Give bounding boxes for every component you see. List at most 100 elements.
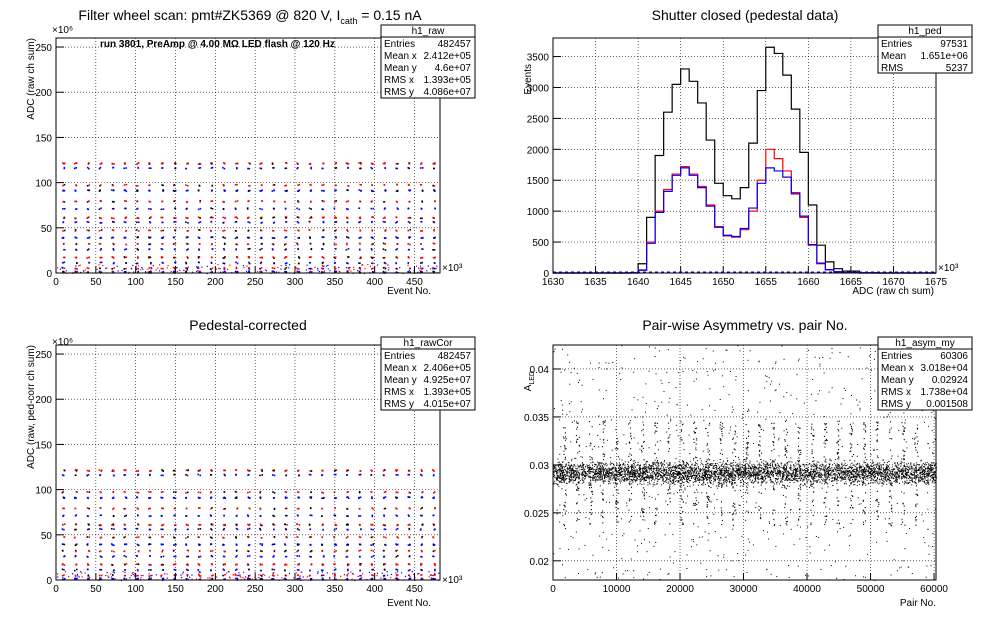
data-point — [864, 476, 866, 478]
data-point — [137, 536, 140, 538]
data-point — [334, 200, 336, 203]
data-point — [601, 466, 603, 468]
data-point — [383, 507, 386, 510]
data-point — [273, 262, 275, 265]
data-point — [898, 475, 900, 477]
data-point — [688, 476, 690, 478]
data-point — [874, 473, 876, 475]
data-point — [155, 574, 157, 576]
x-tick-label: 350 — [326, 277, 343, 288]
data-point — [432, 574, 435, 577]
data-point — [799, 480, 801, 482]
data-point — [356, 270, 359, 272]
data-point — [162, 579, 164, 582]
data-point — [384, 496, 387, 498]
data-point — [863, 479, 865, 481]
data-point — [574, 476, 576, 478]
data-point — [610, 473, 612, 475]
data-point — [614, 467, 616, 469]
data-point — [260, 569, 262, 572]
data-point — [395, 200, 398, 203]
data-point — [334, 247, 337, 250]
data-point — [222, 563, 225, 566]
data-point — [160, 556, 163, 558]
data-point — [285, 271, 288, 273]
data-point — [62, 236, 65, 239]
data-point — [210, 578, 213, 581]
data-point — [67, 576, 70, 578]
panel-pedestal-plot: 1630 1635 1640 1645 1650 1655 1660 1665 1670 1675… — [527, 37, 948, 288]
data-point — [420, 207, 423, 210]
data-point — [730, 481, 732, 483]
data-point — [228, 576, 231, 578]
data-point — [248, 527, 251, 530]
data-point — [100, 256, 103, 259]
data-point — [82, 270, 85, 272]
data-point — [865, 469, 867, 471]
data-point — [635, 469, 637, 471]
data-point — [376, 572, 379, 574]
data-point — [62, 496, 65, 499]
data-point — [121, 269, 123, 272]
data-point — [616, 475, 618, 477]
data-point — [675, 475, 677, 477]
data-point — [186, 555, 188, 558]
data-point — [123, 574, 126, 577]
data-point — [629, 471, 631, 473]
data-point — [209, 473, 212, 476]
data-point — [788, 471, 790, 473]
data-point — [376, 264, 379, 266]
data-point — [710, 480, 712, 482]
data-point — [421, 524, 423, 526]
data-point — [125, 207, 127, 210]
data-point — [813, 481, 815, 483]
data-point — [592, 469, 594, 471]
data-point — [416, 573, 419, 575]
data-point — [258, 577, 260, 579]
data-point — [99, 524, 102, 526]
data-point — [88, 200, 90, 202]
data-point — [766, 467, 768, 469]
data-point — [933, 478, 935, 480]
data-point — [577, 471, 579, 473]
data-point — [683, 482, 685, 484]
data-point — [136, 536, 138, 539]
data-point — [384, 507, 387, 510]
data-point — [387, 269, 390, 271]
data-point — [400, 572, 403, 574]
data-point — [687, 474, 689, 476]
data-point — [160, 507, 163, 509]
data-point — [327, 268, 329, 270]
data-point — [148, 536, 150, 539]
data-point — [563, 481, 565, 483]
data-point — [813, 474, 815, 476]
data-point — [137, 473, 140, 476]
data-point — [633, 475, 635, 477]
data-point — [199, 543, 201, 546]
data-point — [853, 481, 855, 483]
data-point — [434, 568, 436, 571]
data-point — [57, 267, 59, 269]
data-point — [74, 569, 76, 572]
data-point — [343, 574, 346, 576]
data-point — [187, 162, 189, 164]
data-point — [703, 472, 705, 474]
stats-value: 482457 — [438, 39, 472, 50]
data-point — [925, 483, 927, 485]
stats-value: 482457 — [438, 351, 472, 362]
data-point — [346, 271, 348, 273]
data-point — [383, 556, 385, 558]
y-tick-label: 100 — [35, 486, 52, 497]
data-point — [768, 471, 770, 473]
data-point — [63, 162, 66, 165]
data-point — [137, 268, 140, 270]
data-point — [590, 479, 592, 481]
data-point — [99, 474, 102, 476]
data-point — [111, 564, 114, 566]
data-point — [135, 229, 138, 231]
data-point — [259, 248, 262, 251]
data-point — [837, 468, 839, 470]
data-point — [688, 469, 690, 471]
data-point — [610, 457, 612, 459]
data-point — [162, 470, 165, 472]
